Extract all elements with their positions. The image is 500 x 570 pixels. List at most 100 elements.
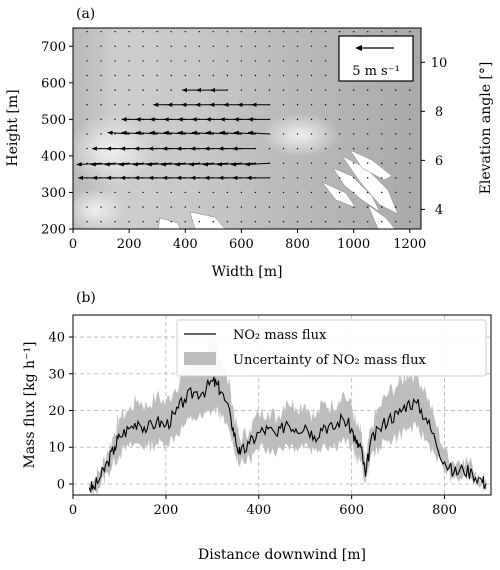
grid-dot xyxy=(86,133,88,135)
grid-dot xyxy=(114,45,116,47)
grid-dot xyxy=(338,147,341,150)
grid-dot xyxy=(310,191,313,194)
grid-dot xyxy=(282,220,285,223)
grid-dot xyxy=(128,220,130,223)
grid-dot xyxy=(198,74,200,77)
grid-dot xyxy=(352,104,355,106)
grid-dot xyxy=(366,147,369,150)
grid-dot xyxy=(142,30,144,33)
panel-a-ytick-label: 500 xyxy=(41,113,66,128)
grid-dot xyxy=(395,191,397,194)
wind-vector-head xyxy=(230,162,237,167)
grid-dot xyxy=(352,177,355,179)
grid-dot xyxy=(352,30,355,33)
grid-dot xyxy=(366,133,369,135)
grid-dot xyxy=(184,45,186,47)
legend-series-2: Uncertainty of NO₂ mass flux xyxy=(233,353,426,368)
grid-dot xyxy=(254,30,257,33)
panel-a-y2tick-label: 6 xyxy=(435,154,443,169)
grid-dot xyxy=(366,162,369,164)
wind-vector-head xyxy=(174,162,180,167)
panel-a-ytick-label: 400 xyxy=(41,149,66,164)
grid-dot xyxy=(114,133,116,135)
grid-dot xyxy=(352,147,355,150)
wind-vector-head xyxy=(219,117,225,122)
grid-dot xyxy=(142,191,144,194)
panel-a-ytick-label: 700 xyxy=(41,40,66,55)
grid-dot xyxy=(156,89,158,91)
grid-dot xyxy=(114,104,116,106)
grid-dot xyxy=(240,60,243,62)
grid-dot xyxy=(184,206,186,208)
grid-dot xyxy=(128,45,130,47)
panel-a-y2tick-label: 4 xyxy=(435,203,443,218)
panel-b-ytick-label: 40 xyxy=(48,331,65,346)
grid-dot xyxy=(324,162,327,164)
grid-dot xyxy=(170,30,172,33)
grid-dot xyxy=(338,104,341,106)
wind-vector-head xyxy=(210,87,216,93)
wind-vector-head xyxy=(191,130,197,136)
grid-dot xyxy=(240,45,243,47)
wind-vector-head xyxy=(204,175,210,181)
grid-dot xyxy=(86,104,88,106)
panel-b-xtick-label: 0 xyxy=(69,503,77,518)
grid-dot xyxy=(310,74,313,77)
grid-dot xyxy=(212,206,215,208)
grid-dot xyxy=(226,60,229,62)
grid-dot xyxy=(409,133,411,135)
grid-dot xyxy=(395,30,397,33)
wind-vector-head xyxy=(195,102,201,107)
grid-dot xyxy=(212,45,215,47)
grid-dot xyxy=(409,89,411,91)
wind-vector-head xyxy=(216,162,223,167)
grid-dot xyxy=(254,60,257,62)
panel-b-xtick-label: 600 xyxy=(339,503,364,518)
wind-vector-head xyxy=(162,175,168,181)
grid-dot xyxy=(268,74,271,77)
wind-vector-head xyxy=(247,117,253,122)
panel-a-xtick-label: 400 xyxy=(173,237,198,252)
grid-dot xyxy=(366,220,369,223)
grid-dot xyxy=(296,177,299,179)
grid-dot xyxy=(310,162,313,164)
panel-a-xtick-label: 600 xyxy=(229,237,254,252)
grid-dot xyxy=(128,191,130,194)
grid-dot xyxy=(170,89,172,91)
grid-dot xyxy=(310,45,313,47)
grid-dot xyxy=(268,147,271,150)
grid-dot xyxy=(114,60,116,62)
wind-vector-head xyxy=(223,102,229,107)
grid-dot xyxy=(170,60,172,62)
grid-dot xyxy=(114,89,116,91)
grid-dot xyxy=(282,177,285,179)
grid-dot xyxy=(338,162,341,164)
grid-dot xyxy=(282,104,285,106)
wind-vector-head xyxy=(134,146,140,151)
grid-dot xyxy=(240,30,243,33)
wind-vector-head xyxy=(196,87,202,93)
grid-dot xyxy=(198,206,200,208)
grid-dot xyxy=(324,147,327,150)
grid-dot xyxy=(128,104,130,106)
grid-dot xyxy=(338,206,341,208)
grid-dot xyxy=(268,191,271,194)
grid-dot xyxy=(226,191,229,194)
grid-dot xyxy=(296,206,299,208)
wind-vector-head xyxy=(76,162,82,167)
grid-dot xyxy=(324,133,327,135)
grid-dot xyxy=(381,177,383,179)
grid-dot xyxy=(381,133,383,135)
grid-dot xyxy=(395,206,397,208)
grid-dot xyxy=(212,30,215,33)
panel-b-xtick-label: 200 xyxy=(153,503,178,518)
wind-vector-head xyxy=(121,130,127,136)
wind-vector-head xyxy=(104,162,110,167)
grid-dot xyxy=(100,30,102,33)
panel-a-y2tick-label: 8 xyxy=(435,105,443,120)
grid-dot xyxy=(324,89,327,91)
panel-b: (b) NO₂ mass flux Uncertainty of NO₂ mas… xyxy=(22,290,492,563)
wind-vector-head xyxy=(219,130,225,136)
grid-dot xyxy=(170,220,172,223)
grid-dot xyxy=(142,206,144,208)
